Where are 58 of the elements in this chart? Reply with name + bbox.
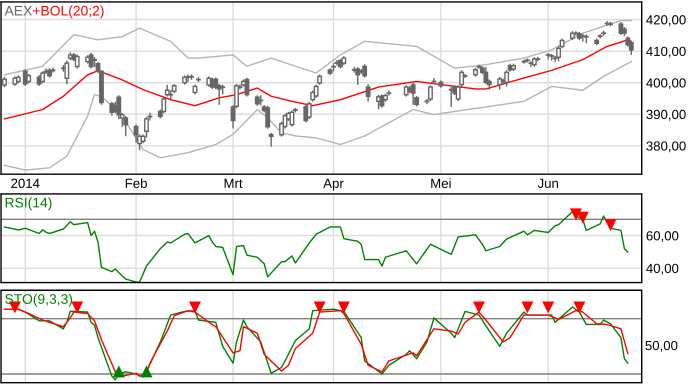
candlestick	[123, 115, 128, 137]
candlestick	[317, 74, 322, 86]
candlestick	[244, 76, 250, 98]
candlestick	[258, 94, 264, 106]
candlestick	[192, 84, 198, 96]
x-tick-label: Apr	[323, 178, 344, 191]
x-tick-label: Mrt	[224, 178, 242, 188]
candlestick	[338, 58, 343, 70]
y-tick-label: 400,00	[646, 78, 686, 90]
candlestick	[366, 84, 371, 102]
y-tick-label: 410,00	[646, 46, 686, 58]
point	[604, 219, 616, 230]
x-tick-label: Feb	[126, 178, 147, 188]
candlestick	[2, 76, 7, 88]
x-tick-label: Mei	[431, 178, 451, 188]
y-tick-label: 40,00	[646, 264, 678, 275]
candlestick	[428, 84, 433, 102]
point	[570, 208, 582, 220]
line-series	[4, 60, 632, 171]
text: AEX	[4, 6, 32, 16]
candlestick	[26, 73, 32, 84]
candlestick	[290, 110, 294, 128]
text: 50,00	[645, 340, 678, 352]
candlestick	[74, 54, 80, 70]
candlestick	[618, 21, 624, 36]
candlestick	[40, 70, 46, 84]
candlestick	[254, 94, 260, 106]
candlestick	[306, 101, 312, 120]
candlestick	[314, 84, 319, 99]
y-tick-label: 420,00	[646, 15, 686, 26]
candlestick	[64, 60, 70, 85]
candlestick	[355, 66, 360, 86]
candlestick	[88, 52, 94, 70]
candlestick	[265, 105, 270, 130]
candlestick	[410, 82, 416, 106]
candlestick	[220, 84, 226, 96]
candlestick	[380, 94, 384, 108]
x-tick-label: Jun	[538, 178, 558, 188]
y-tick-label: 390,00	[646, 110, 686, 121]
candlestick	[362, 64, 368, 78]
x-tick-label: 2014	[11, 178, 40, 188]
series-label: RSI(14)	[6, 197, 52, 210]
candlestick	[92, 56, 97, 68]
text: +BOL(20;2)	[32, 5, 104, 18]
y-tick-label: 60,00	[646, 231, 678, 242]
candlestick	[164, 84, 170, 98]
y-tick-label: 380,00	[646, 141, 686, 152]
candlestick	[497, 76, 502, 90]
candlestick	[268, 132, 274, 148]
candlestick	[182, 74, 188, 86]
candlestick	[628, 40, 634, 56]
candlestick	[144, 116, 149, 138]
candlestick	[47, 67, 52, 78]
line-series	[4, 20, 632, 76]
series-label: STO(9,3,3)	[5, 294, 72, 307]
candlestick	[532, 56, 537, 68]
candlestick	[584, 34, 589, 44]
point	[577, 212, 588, 223]
